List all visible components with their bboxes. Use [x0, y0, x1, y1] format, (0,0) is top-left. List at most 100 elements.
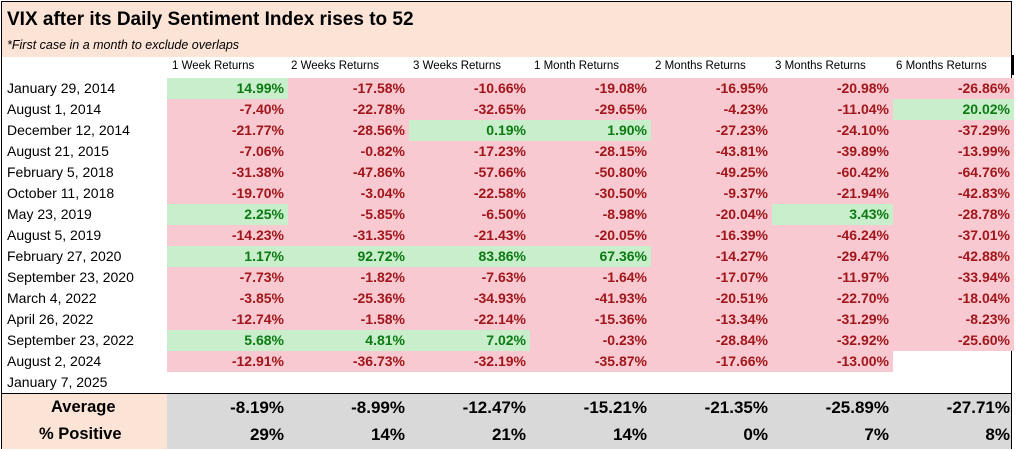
return-cell: 5.68%	[167, 330, 288, 351]
return-cell: -16.95%	[651, 78, 772, 99]
return-cell: -14.27%	[651, 246, 772, 267]
return-cell: -43.81%	[651, 141, 772, 162]
row-date: October 11, 2018	[7, 185, 115, 201]
return-cell: -41.93%	[530, 288, 651, 309]
summary-value: 8%	[985, 425, 1010, 444]
return-cell: -21.94%	[772, 183, 893, 204]
summary-label-background	[2, 394, 167, 449]
return-cell: 0.19%	[409, 120, 530, 141]
return-cell	[288, 372, 409, 393]
return-cell: -28.56%	[288, 120, 409, 141]
summary-value: -21.35%	[704, 398, 768, 417]
row-date: January 7, 2025	[7, 374, 108, 390]
return-cell: -30.50%	[530, 183, 651, 204]
return-cell: -3.85%	[167, 288, 288, 309]
return-cell: -7.73%	[167, 267, 288, 288]
return-cell: -25.36%	[288, 288, 409, 309]
return-cell: -1.82%	[288, 267, 409, 288]
return-cell: -19.70%	[167, 183, 288, 204]
return-cell: 67.36%	[530, 246, 651, 267]
summary-values-background	[167, 394, 1011, 449]
return-cell: -19.08%	[530, 78, 651, 99]
return-cell: -7.63%	[409, 267, 530, 288]
return-cell: -22.14%	[409, 309, 530, 330]
return-cell: -7.06%	[167, 141, 288, 162]
return-cell: -42.88%	[893, 246, 1014, 267]
return-cell	[530, 372, 651, 393]
return-cell: 7.02%	[409, 330, 530, 351]
return-cell: -12.91%	[167, 351, 288, 372]
return-cell: -36.73%	[288, 351, 409, 372]
return-cell: -28.78%	[893, 204, 1014, 225]
summary-value: 14%	[370, 425, 405, 444]
return-cell: 92.72%	[288, 246, 409, 267]
return-cell: -17.58%	[288, 78, 409, 99]
return-cell: 83.86%	[409, 246, 530, 267]
row-date: April 26, 2022	[7, 311, 94, 327]
return-cell: -32.19%	[409, 351, 530, 372]
return-cell: -20.98%	[772, 78, 893, 99]
summary-label: Average	[51, 398, 116, 416]
return-cell: -20.04%	[651, 204, 772, 225]
return-cell: -29.47%	[772, 246, 893, 267]
summary-value: -8.19%	[230, 398, 284, 417]
return-cell: -37.29%	[893, 120, 1014, 141]
return-cell: -49.25%	[651, 162, 772, 183]
return-cell: -24.10%	[772, 120, 893, 141]
return-cell	[772, 372, 893, 393]
return-cell: -39.89%	[772, 141, 893, 162]
summary-value: -25.89%	[825, 398, 889, 417]
return-cell: 1.90%	[530, 120, 651, 141]
return-cell: -31.38%	[167, 162, 288, 183]
summary-value: 7%	[864, 425, 889, 444]
return-cell	[893, 351, 1014, 372]
return-cell	[409, 372, 530, 393]
column-header: 6 Months Returns	[896, 60, 987, 72]
edge-marker	[1012, 55, 1014, 75]
return-cell: -8.98%	[530, 204, 651, 225]
return-cell: -26.86%	[893, 78, 1014, 99]
return-cell: -28.84%	[651, 330, 772, 351]
return-cell: -64.76%	[893, 162, 1014, 183]
column-header: 2 Months Returns	[655, 60, 746, 72]
return-cell: -6.50%	[409, 204, 530, 225]
return-cell: -46.24%	[772, 225, 893, 246]
summary-value: -8.99%	[351, 398, 405, 417]
return-cell: -37.01%	[893, 225, 1014, 246]
return-cell: -35.87%	[530, 351, 651, 372]
return-cell	[651, 372, 772, 393]
return-cell: -14.23%	[167, 225, 288, 246]
return-cell: -0.82%	[288, 141, 409, 162]
column-header: 1 Week Returns	[172, 60, 255, 72]
return-cell	[893, 372, 1014, 393]
return-cell: -47.86%	[288, 162, 409, 183]
summary-value: 0%	[743, 425, 768, 444]
return-cell	[167, 372, 288, 393]
return-cell: 3.43%	[772, 204, 893, 225]
row-date: May 23, 2019	[7, 206, 92, 222]
return-cell: 2.25%	[167, 204, 288, 225]
return-cell: -20.05%	[530, 225, 651, 246]
column-header: 3 Months Returns	[775, 60, 866, 72]
summary-label: % Positive	[39, 425, 122, 443]
return-cell: -7.40%	[167, 99, 288, 120]
table-subtitle: *First case in a month to exclude overla…	[7, 38, 240, 52]
row-date: February 5, 2018	[7, 164, 114, 180]
column-headers: 1 Week Returns 2 Weeks Returns 3 Weeks Ret…	[2, 57, 1011, 76]
summary-value: 14%	[612, 425, 647, 444]
return-cell: -60.42%	[772, 162, 893, 183]
return-cell: -17.07%	[651, 267, 772, 288]
table-row: December 12, 2014 -21.77% -28.56% 0.19% 1.90…	[2, 120, 1014, 141]
return-cell: -50.80%	[530, 162, 651, 183]
return-cell: -21.77%	[167, 120, 288, 141]
row-date: February 27, 2020	[7, 248, 122, 264]
return-cell: -10.66%	[409, 78, 530, 99]
return-cell: -8.23%	[893, 309, 1014, 330]
return-cell: -16.39%	[651, 225, 772, 246]
summary-value: 21%	[491, 425, 526, 444]
table-row: May 23, 2019 2.25% -5.85% -6.50% -8.98% -20.0…	[2, 204, 1014, 225]
row-date: August 1, 2014	[7, 101, 102, 117]
return-cell: -28.15%	[530, 141, 651, 162]
return-cell: -11.04%	[772, 99, 893, 120]
